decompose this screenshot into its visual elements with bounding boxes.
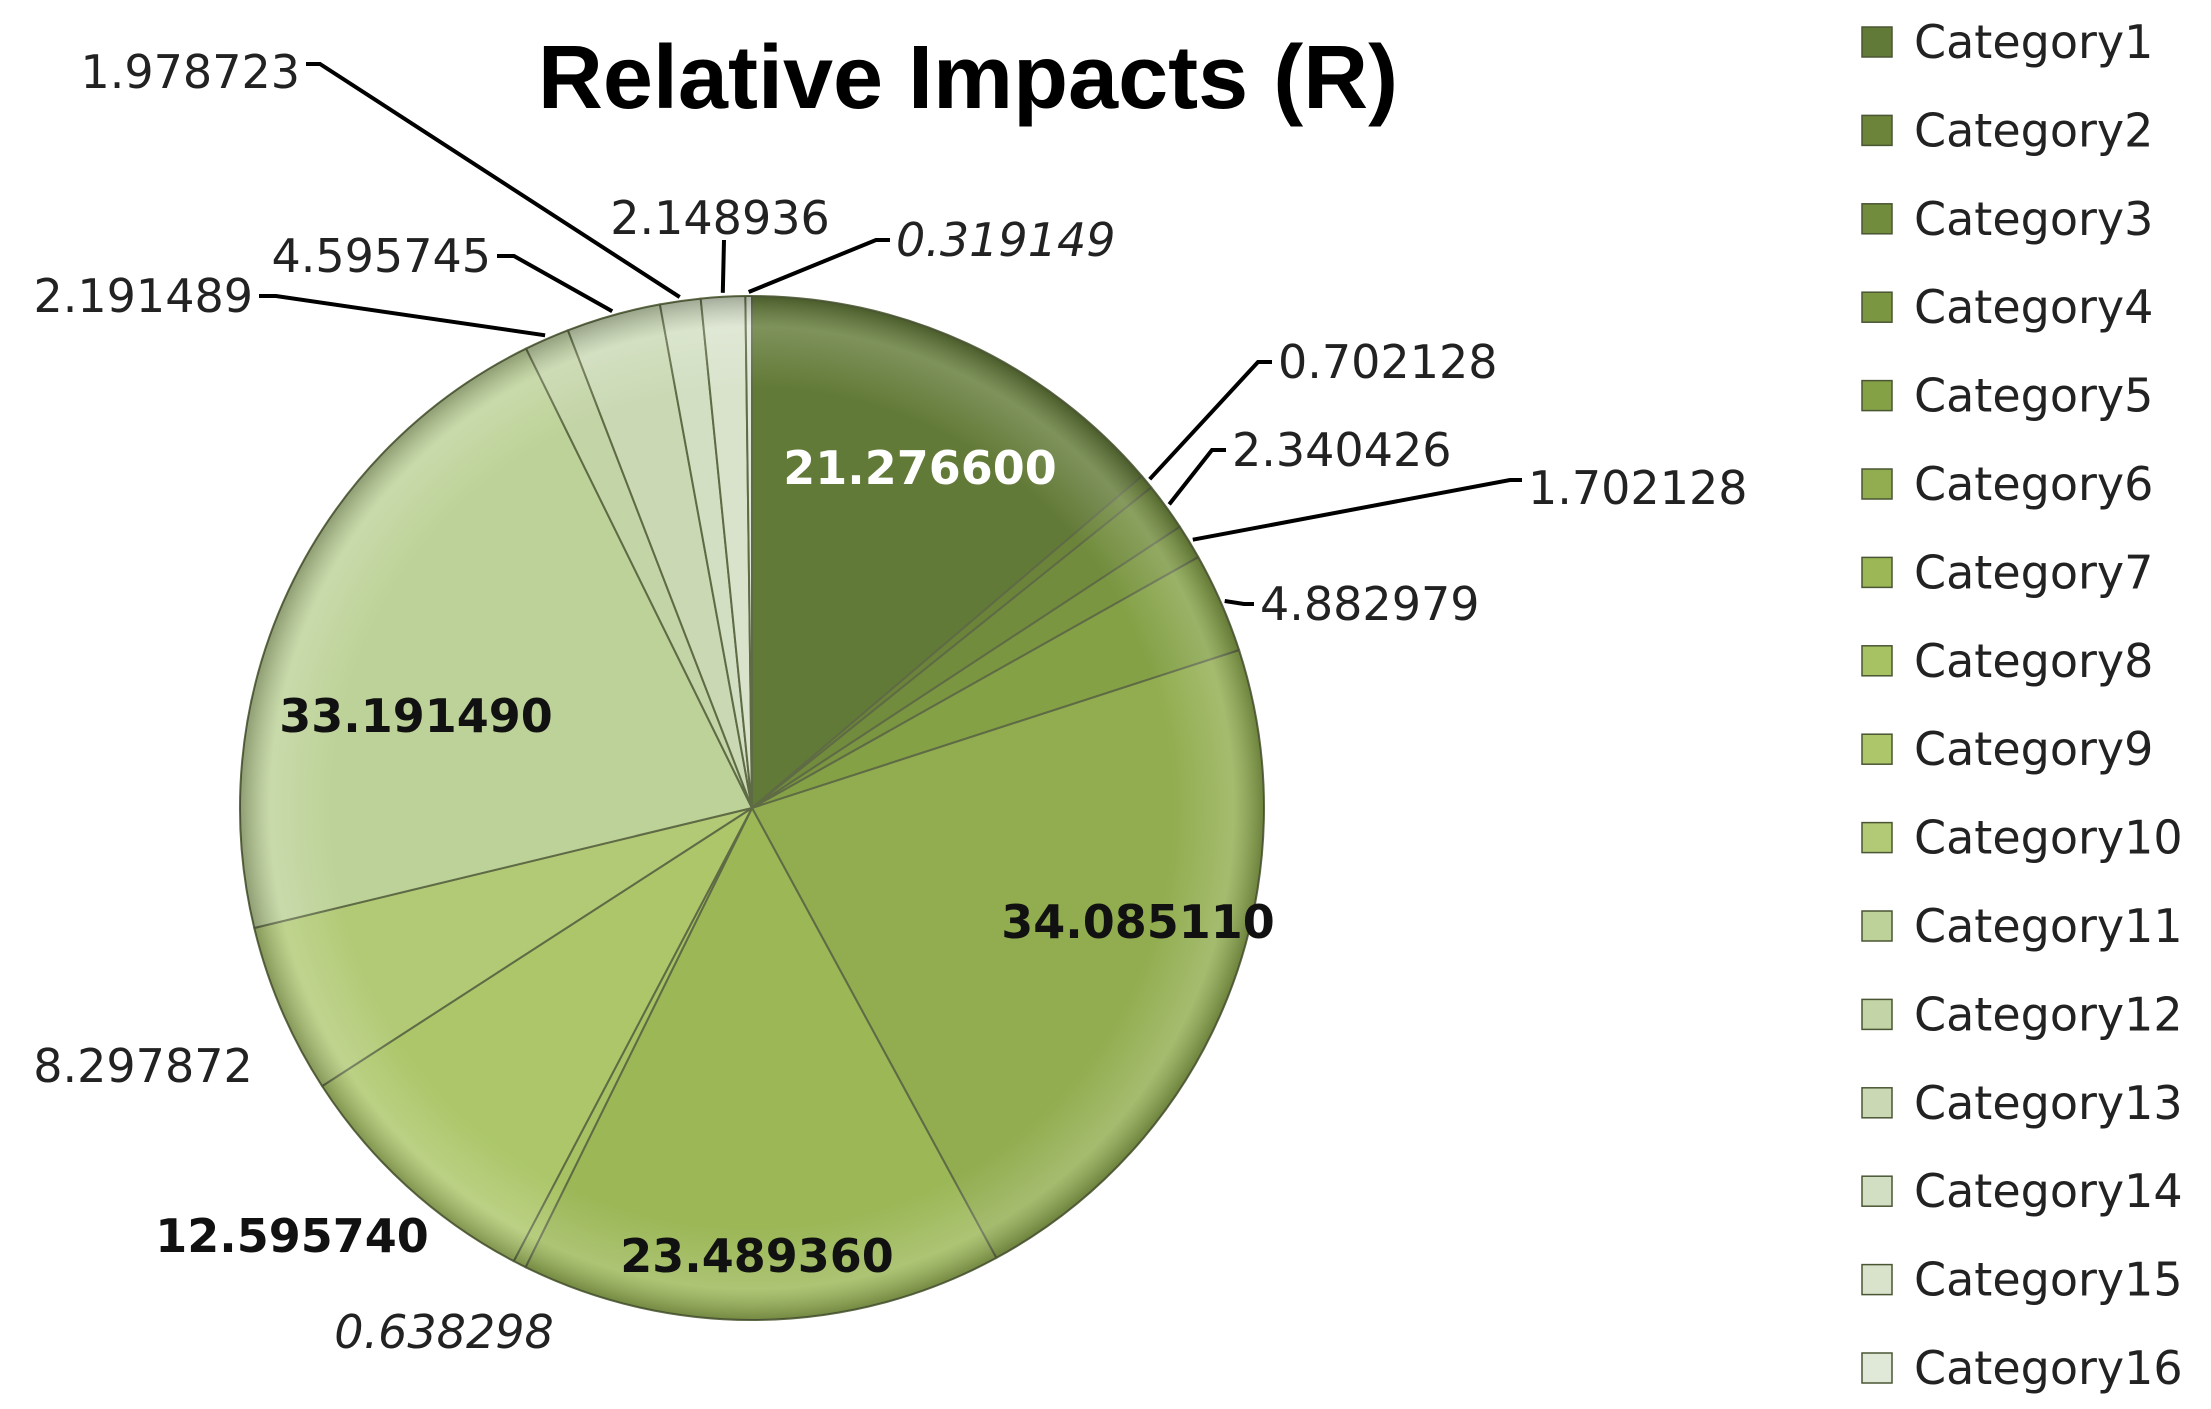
data-label-14: 1.978723 xyxy=(81,45,301,99)
legend-item-10: Category10 xyxy=(1861,811,2183,865)
legend-label-14: Category14 xyxy=(1914,1164,2183,1218)
legend-swatch-8 xyxy=(1861,645,1893,677)
legend-swatch-12 xyxy=(1861,998,1893,1031)
leader-line-15 xyxy=(720,239,726,293)
legend-label-8: Category8 xyxy=(1914,634,2153,688)
leader-line-3 xyxy=(1167,448,1226,506)
legend-item-2: Category2 xyxy=(1861,103,2153,157)
data-label-6: 34.085110 xyxy=(1001,895,1275,949)
legend-swatch-13 xyxy=(1861,1087,1893,1119)
data-label-11: 33.191490 xyxy=(279,689,553,743)
data-label-5: 4.882979 xyxy=(1260,577,1480,631)
legend-item-12: Category12 xyxy=(1861,987,2183,1041)
legend-swatch-3 xyxy=(1861,203,1893,235)
legend-swatch-5 xyxy=(1861,379,1893,412)
legend-swatch-16 xyxy=(1861,1352,1893,1384)
legend-item-3: Category3 xyxy=(1861,192,2153,246)
chart-title: Relative Impacts (R) xyxy=(538,28,1398,128)
legend-swatch-4 xyxy=(1861,291,1893,323)
data-label-13: 4.595745 xyxy=(272,229,492,283)
legend-item-4: Category4 xyxy=(1861,280,2153,334)
leader-lines xyxy=(259,62,1522,606)
pie-slices xyxy=(239,294,1265,1321)
legend-swatch-15 xyxy=(1861,1263,1893,1296)
legend-label-1: Category1 xyxy=(1914,15,2153,69)
legend-label-7: Category7 xyxy=(1914,545,2153,599)
leader-line-13 xyxy=(497,254,614,314)
legend-item-6: Category6 xyxy=(1861,457,2153,511)
legend-swatch-7 xyxy=(1861,556,1893,589)
legend-swatch-9 xyxy=(1861,733,1893,765)
legend-label-11: Category11 xyxy=(1914,899,2183,953)
data-label-1: 21.276600 xyxy=(783,441,1057,495)
legend-label-5: Category5 xyxy=(1914,369,2153,423)
data-label-4: 1.702128 xyxy=(1528,461,1748,515)
legend-swatch-14 xyxy=(1861,1175,1893,1207)
legend-swatch-10 xyxy=(1861,821,1893,854)
legend-item-7: Category7 xyxy=(1861,545,2153,599)
data-label-12: 2.191489 xyxy=(34,269,254,323)
data-label-7: 23.489360 xyxy=(620,1229,894,1283)
data-label-8: 0.638298 xyxy=(334,1305,554,1359)
legend: Category1 Category2 Category3 Category4 Cate… xyxy=(1861,15,2183,1395)
legend-label-6: Category6 xyxy=(1914,457,2153,511)
data-label-15: 2.148936 xyxy=(610,191,830,245)
legend-item-14: Category14 xyxy=(1861,1164,2183,1218)
legend-label-13: Category13 xyxy=(1914,1076,2183,1130)
legend-label-15: Category15 xyxy=(1914,1253,2183,1307)
data-label-2: 0.702128 xyxy=(1278,335,1498,389)
legend-item-11: Category11 xyxy=(1861,899,2183,953)
data-label-16: 0.319149 xyxy=(896,213,1116,267)
data-labels: 21.276600 0.702128 2.340426 1.702128 4.88297… xyxy=(33,45,1747,1359)
legend-item-13: Category13 xyxy=(1861,1076,2183,1130)
legend-label-10: Category10 xyxy=(1914,811,2183,865)
data-label-3: 2.340426 xyxy=(1232,423,1452,477)
legend-label-12: Category12 xyxy=(1914,987,2183,1041)
legend-swatch-1 xyxy=(1861,26,1893,58)
pie-shading xyxy=(240,296,1264,1320)
legend-item-9: Category9 xyxy=(1861,722,2153,776)
data-label-9: 12.595740 xyxy=(155,1209,429,1263)
legend-label-9: Category9 xyxy=(1914,722,2153,776)
legend-swatch-6 xyxy=(1861,468,1893,500)
leader-line-12 xyxy=(259,294,546,338)
legend-item-8: Category8 xyxy=(1861,634,2153,688)
legend-label-3: Category3 xyxy=(1914,192,2153,246)
legend-item-15: Category15 xyxy=(1861,1253,2183,1307)
legend-label-4: Category4 xyxy=(1914,280,2153,334)
data-label-10: 8.297872 xyxy=(33,1039,253,1093)
leader-line-2 xyxy=(1148,360,1272,481)
legend-label-2: Category2 xyxy=(1914,103,2153,157)
leader-line-14 xyxy=(306,62,681,299)
legend-swatch-11 xyxy=(1861,910,1893,942)
legend-item-1: Category1 xyxy=(1861,15,2153,69)
leader-line-16 xyxy=(747,238,890,294)
legend-swatch-2 xyxy=(1861,114,1893,147)
leader-line-4 xyxy=(1192,478,1522,542)
legend-label-16: Category16 xyxy=(1914,1341,2183,1395)
legend-item-5: Category5 xyxy=(1861,369,2153,423)
legend-item-16: Category16 xyxy=(1861,1341,2183,1395)
leader-line-5 xyxy=(1224,599,1254,606)
